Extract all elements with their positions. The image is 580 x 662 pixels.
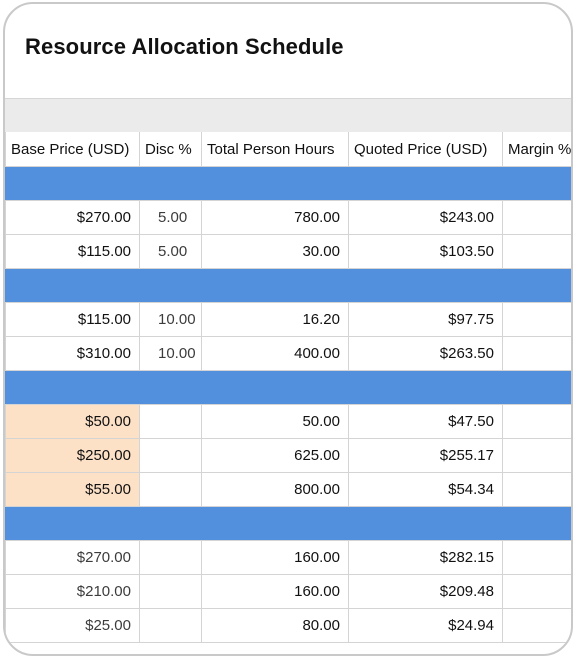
group-header-cell (5, 268, 140, 303)
total-hours-cell[interactable]: 16.20 (201, 302, 349, 337)
discount-cell[interactable] (139, 574, 202, 609)
column-header-margin[interactable]: Margin % (502, 132, 571, 167)
base-price-cell[interactable]: $270.00 (5, 200, 140, 235)
group-header-cell (348, 268, 503, 303)
margin-cell[interactable]: 45.42 (502, 540, 571, 575)
group-header-row[interactable] (5, 268, 571, 303)
margin-cell[interactable]: 42.39 (502, 200, 571, 235)
total-hours-cell[interactable]: 625.00 (201, 438, 349, 473)
total-hours-cell[interactable]: 780.00 (201, 200, 349, 235)
margin-cell[interactable]: 51.69 (502, 234, 571, 269)
margin-cell[interactable]: 20.30 (502, 336, 571, 371)
group-header-cell (348, 506, 503, 541)
group-header-cell (201, 506, 349, 541)
discount-cell[interactable] (139, 472, 202, 507)
base-price-cell[interactable]: $50.00 (5, 404, 140, 439)
total-hours-cell[interactable]: 50.00 (201, 404, 349, 439)
group-header-cell (139, 506, 202, 541)
data-grid: Base Price (USD) Disc % Total Person Hou… (5, 132, 571, 643)
base-price-cell[interactable]: $210.00 (5, 574, 140, 609)
group-header-row[interactable] (5, 370, 571, 405)
total-hours-cell[interactable]: 80.00 (201, 608, 349, 643)
column-header-base-price[interactable]: Base Price (USD) (5, 132, 140, 167)
total-hours-cell[interactable]: 160.00 (201, 574, 349, 609)
grid-container: Base Price (USD) Disc % Total Person Hou… (5, 132, 571, 654)
column-header-discount[interactable]: Disc % (139, 132, 202, 167)
total-hours-cell[interactable]: 30.00 (201, 234, 349, 269)
group-header-cell (5, 166, 140, 201)
group-header-cell (5, 370, 140, 405)
margin-cell[interactable]: 62.11 (502, 438, 571, 473)
discount-cell[interactable]: 5.00 (139, 234, 202, 269)
base-price-cell[interactable]: $115.00 (5, 234, 140, 269)
column-header-quoted-price[interactable]: Quoted Price (USD) (348, 132, 503, 167)
group-header-cell (139, 268, 202, 303)
group-header-cell (502, 370, 571, 405)
group-header-cell (139, 166, 202, 201)
margin-cell[interactable]: 48.85 (502, 302, 571, 337)
page-title: Resource Allocation Schedule (25, 34, 344, 59)
margin-cell[interactable]: 36.9 (502, 608, 571, 643)
app-window: Resource Allocation Schedule Base Price … (3, 2, 573, 656)
base-price-cell[interactable]: $55.00 (5, 472, 140, 507)
group-header-row[interactable] (5, 166, 571, 201)
margin-cell[interactable]: 59.90 (502, 574, 571, 609)
discount-cell[interactable] (139, 540, 202, 575)
quoted-price-cell[interactable]: $263.50 (348, 336, 503, 371)
group-header-cell (201, 268, 349, 303)
quoted-price-cell[interactable]: $282.15 (348, 540, 503, 575)
quoted-price-cell[interactable]: $54.34 (348, 472, 503, 507)
base-price-cell[interactable]: $310.00 (5, 336, 140, 371)
base-price-cell[interactable]: $270.00 (5, 540, 140, 575)
quoted-price-cell[interactable]: $209.48 (348, 574, 503, 609)
base-price-cell[interactable]: $25.00 (5, 608, 140, 643)
discount-cell[interactable] (139, 608, 202, 643)
base-price-cell[interactable]: $115.00 (5, 302, 140, 337)
discount-cell[interactable]: 10.00 (139, 336, 202, 371)
discount-cell[interactable] (139, 404, 202, 439)
table-row[interactable]: $270.00 160.00$282.1545.42 (5, 540, 571, 575)
quoted-price-cell[interactable]: $243.00 (348, 200, 503, 235)
group-header-cell (5, 506, 140, 541)
total-hours-cell[interactable]: 400.00 (201, 336, 349, 371)
table-row[interactable]: $50.00 50.00$47.5068.42 (5, 404, 571, 439)
table-row[interactable]: $25.00 80.00$24.9436.9 (5, 608, 571, 643)
toolbar (5, 98, 571, 134)
table-row[interactable]: $210.00 160.00$209.4859.90 (5, 574, 571, 609)
header-row: Base Price (USD) Disc % Total Person Hou… (5, 132, 571, 167)
quoted-price-cell[interactable]: $24.94 (348, 608, 503, 643)
group-header-cell (502, 268, 571, 303)
quoted-price-cell[interactable]: $103.50 (348, 234, 503, 269)
total-hours-cell[interactable]: 800.00 (201, 472, 349, 507)
discount-cell[interactable]: 5.00 (139, 200, 202, 235)
grid-body: $270.005.00780.00$243.0042.39$115.005.00… (5, 166, 571, 643)
table-row[interactable]: $55.00 800.00$54.3461.72 (5, 472, 571, 507)
group-header-cell (348, 166, 503, 201)
table-row[interactable]: $250.00 625.00$255.1762.11 (5, 438, 571, 473)
quoted-price-cell[interactable]: $97.75 (348, 302, 503, 337)
group-header-cell (201, 370, 349, 405)
quoted-price-cell[interactable]: $47.50 (348, 404, 503, 439)
discount-cell[interactable]: 10.00 (139, 302, 202, 337)
group-header-cell (348, 370, 503, 405)
group-header-cell (502, 166, 571, 201)
column-header-total-person-hours[interactable]: Total Person Hours (201, 132, 349, 167)
margin-cell[interactable]: 61.72 (502, 472, 571, 507)
group-header-cell (502, 506, 571, 541)
group-header-row[interactable] (5, 506, 571, 541)
quoted-price-cell[interactable]: $255.17 (348, 438, 503, 473)
margin-cell[interactable]: 68.42 (502, 404, 571, 439)
group-header-cell (139, 370, 202, 405)
group-header-cell (201, 166, 349, 201)
base-price-cell[interactable]: $250.00 (5, 438, 140, 473)
total-hours-cell[interactable]: 160.00 (201, 540, 349, 575)
discount-cell[interactable] (139, 438, 202, 473)
